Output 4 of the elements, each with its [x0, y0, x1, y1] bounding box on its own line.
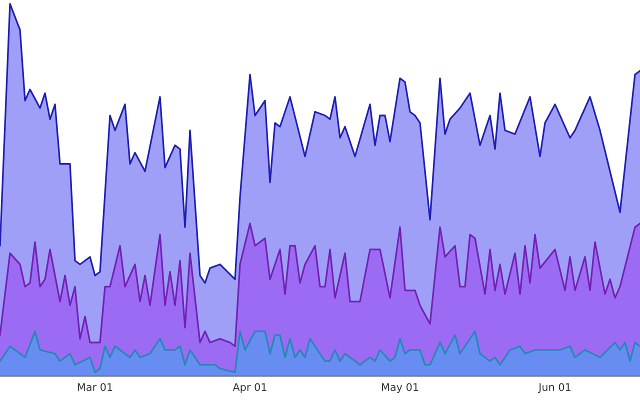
- x-tick-label: Apr 01: [232, 383, 266, 394]
- x-tick-label: Jun 01: [538, 383, 570, 393]
- x-tick-label: Mar 01: [78, 383, 112, 392]
- x-tick-label: May 01: [382, 383, 418, 394]
